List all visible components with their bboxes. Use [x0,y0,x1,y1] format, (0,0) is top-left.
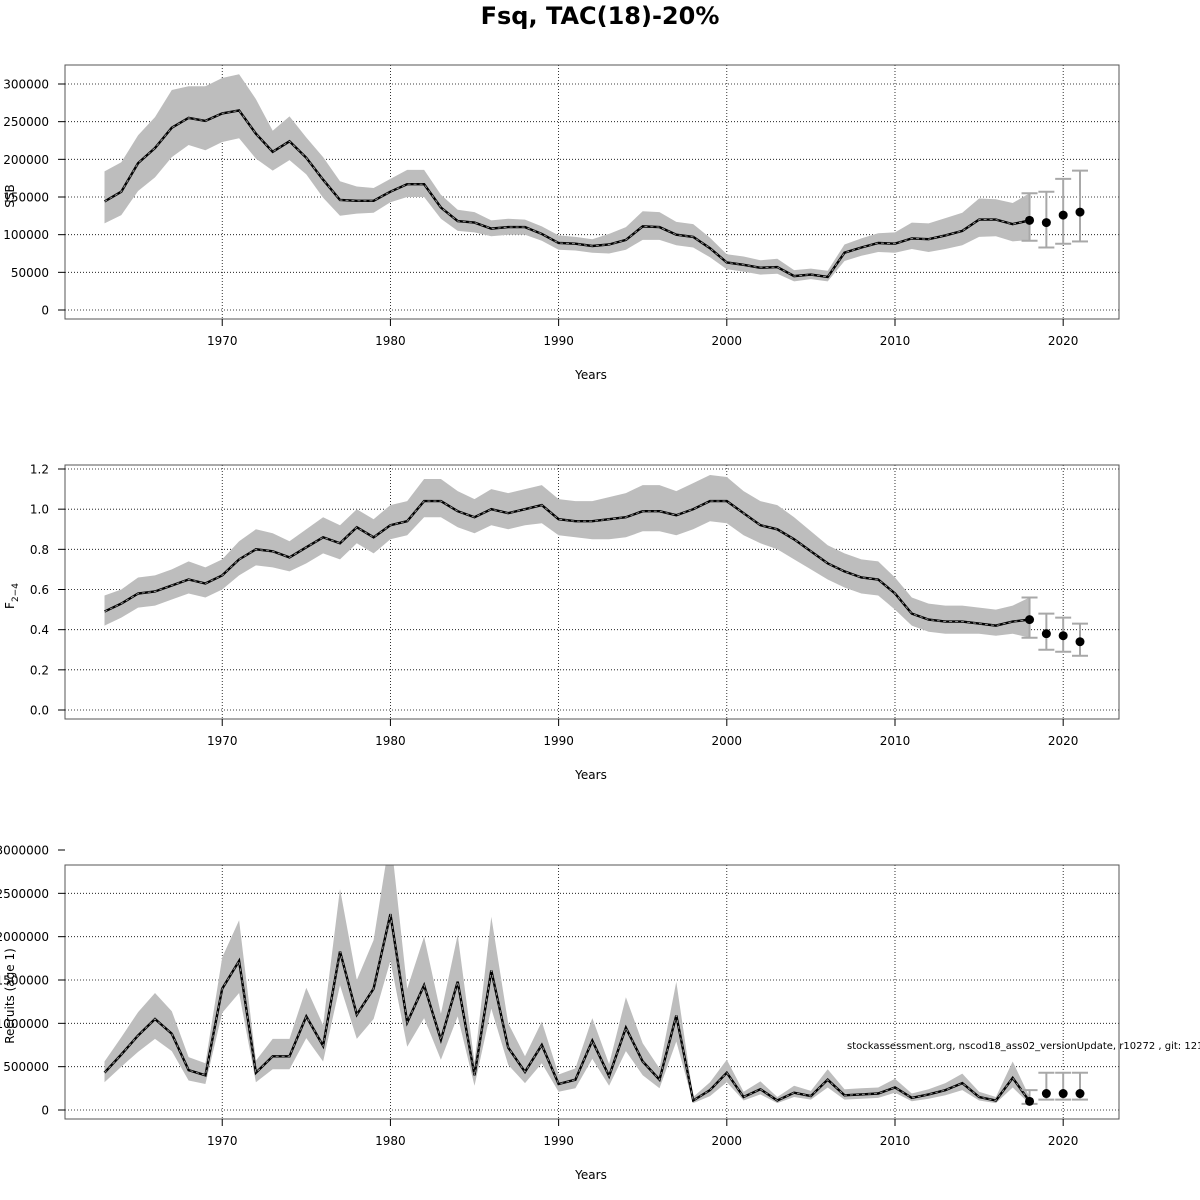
forecast-point [1041,218,1051,228]
x-tick-label: 2000 [712,734,743,748]
forecast-point [1058,210,1068,220]
x-tick-label: 2020 [1048,1134,1079,1148]
y-tick-label: 1.2 [30,463,49,477]
x-tick-label: 2000 [712,334,743,348]
fishing-mortality-panel: 1970 1980 1990 2000 2010 2020 0.0 0.2 0.4 0.6 0.8 1… [3,463,1120,782]
y-tick-label: 0.2 [30,663,49,677]
x-tick-label: 2020 [1048,334,1079,348]
plot-frame [64,64,1120,320]
x-axis-label: Years [574,768,607,782]
forecast-point [1075,1089,1085,1099]
x-tick-label: 1990 [543,1134,574,1148]
x-tick-label: 1970 [207,334,238,348]
y-tick-label: 50000 [11,266,49,280]
estimate-line-dashes [104,914,1030,1102]
y-tick-label: 250000 [3,115,49,129]
forecast-point [1041,629,1051,639]
forecast-point [1025,1096,1035,1106]
x-axis-label: Years [574,368,607,382]
x-axis-label: Years [574,1168,607,1182]
y-tick-label: 1.0 [30,503,49,517]
forecast-point [1025,215,1035,225]
y-tick-label: 2000000 [0,930,49,944]
x-tick-label: 1970 [207,1134,238,1148]
x-tick-label: 2010 [880,734,911,748]
forecast-point [1041,1089,1051,1099]
x-tick-label: 1980 [375,1134,406,1148]
ssb-panel: 1970 1980 1990 2000 2010 2020 0 50000 100000 1500… [3,64,1120,382]
footnote: stockassessment.org, nscod18_ass02_versi… [847,1041,1200,1052]
forecast-point [1058,631,1068,641]
estimate-line-dashes [104,109,1030,278]
y-tick-label: 0 [41,304,49,318]
forecast-error-bar [1072,169,1088,243]
x-tick-label: 1980 [375,334,406,348]
y-axis-label: F2−4 [3,583,21,609]
estimate-line-dashes [104,500,1030,627]
x-tick-label: 1990 [543,734,574,748]
y-tick-label: 0.6 [30,583,49,597]
x-tick-label: 2020 [1048,734,1079,748]
plot-frame [64,464,1120,720]
confidence-band [104,74,1030,282]
y-tick-label: 1500000 [0,974,49,988]
forecast-point [1025,615,1035,625]
x-tick-label: 2010 [880,1134,911,1148]
y-tick-label: 300000 [3,78,49,92]
y-tick-label: 500000 [3,1060,49,1074]
y-tick-label: 0.0 [30,704,49,718]
page-title: Fsq, TAC(18)-20% [480,2,720,30]
x-tick-label: 1970 [207,734,238,748]
forecast-point [1075,207,1085,217]
x-tick-label: 2010 [880,334,911,348]
y-tick-label: 0.8 [30,543,49,557]
y-axis-label: SSB [3,184,17,207]
confidence-band [104,865,1030,1104]
y-tick-label: 200000 [3,153,49,167]
forecast-point [1075,637,1085,647]
x-tick-label: 2000 [712,1134,743,1148]
y-axis-label: Recruits (age 1) [3,948,17,1044]
y-tick-label: 1000000 [0,1017,49,1031]
x-tick-label: 1980 [375,734,406,748]
plot-frame [64,864,1120,1120]
y-tick-label: 2500000 [0,887,49,901]
y-tick-label: 0.4 [30,623,49,637]
y-tick-label: 100000 [3,228,49,242]
y-tick-label: 150000 [3,191,49,205]
recruits-panel: 1970 1980 1990 2000 2010 2020 0 500000 1000000 15… [0,844,1120,1182]
forecast-point [1058,1089,1068,1099]
x-tick-label: 1990 [543,334,574,348]
y-tick-label: 3000000 [0,844,49,858]
y-tick-label: 0 [41,1104,49,1118]
